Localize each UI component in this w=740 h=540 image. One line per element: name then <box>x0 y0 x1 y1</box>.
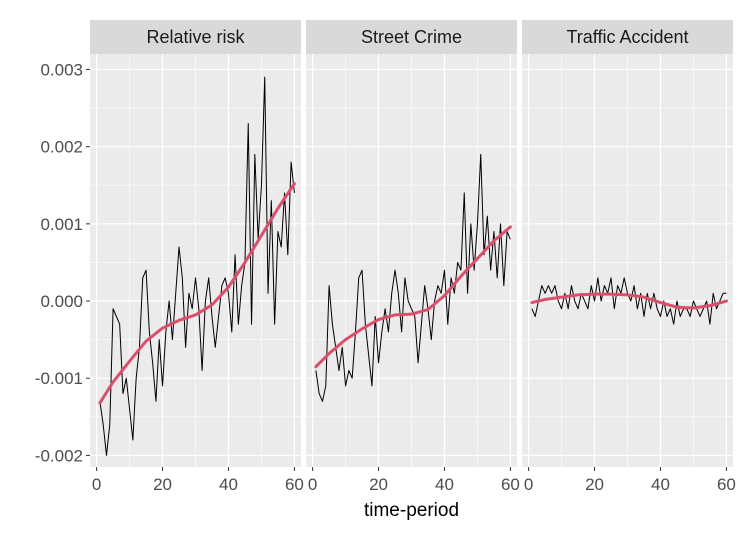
facet-strip <box>90 20 301 54</box>
x-axis-title: time-period <box>364 500 459 521</box>
smooth-trend-line <box>98 182 296 405</box>
y-tick-label: 0.002 <box>40 138 83 157</box>
x-tick-label: 60 <box>501 475 520 494</box>
raw-series-line <box>99 76 295 456</box>
y-tick-label: 0.003 <box>40 60 83 79</box>
x-tick-label: 0 <box>524 475 533 494</box>
y-tick-label: -0.002 <box>35 446 83 465</box>
x-tick-label: 20 <box>369 475 388 494</box>
x-tick-label: 20 <box>153 475 172 494</box>
facet-strip <box>306 20 517 54</box>
y-tick-label: -0.001 <box>35 369 83 388</box>
x-tick-label: 0 <box>308 475 317 494</box>
y-tick-label: 0.000 <box>40 292 83 311</box>
y-tick-label: 0.001 <box>40 215 83 234</box>
facet-strip-label: Traffic Accident <box>566 27 688 47</box>
x-tick-label: 0 <box>92 475 101 494</box>
x-tick-label: 60 <box>717 475 736 494</box>
facet-strip-label: Relative risk <box>146 27 245 47</box>
smooth-trend-line <box>530 292 728 310</box>
x-tick-label: 40 <box>435 475 454 494</box>
x-tick-label: 40 <box>219 475 238 494</box>
facet-strip-label: Street Crime <box>361 27 462 47</box>
x-tick-label: 60 <box>285 475 304 494</box>
x-tick-label: 40 <box>651 475 670 494</box>
x-tick-label: 20 <box>585 475 604 494</box>
smooth-trend-line <box>314 225 512 369</box>
facet-strip <box>522 20 733 54</box>
